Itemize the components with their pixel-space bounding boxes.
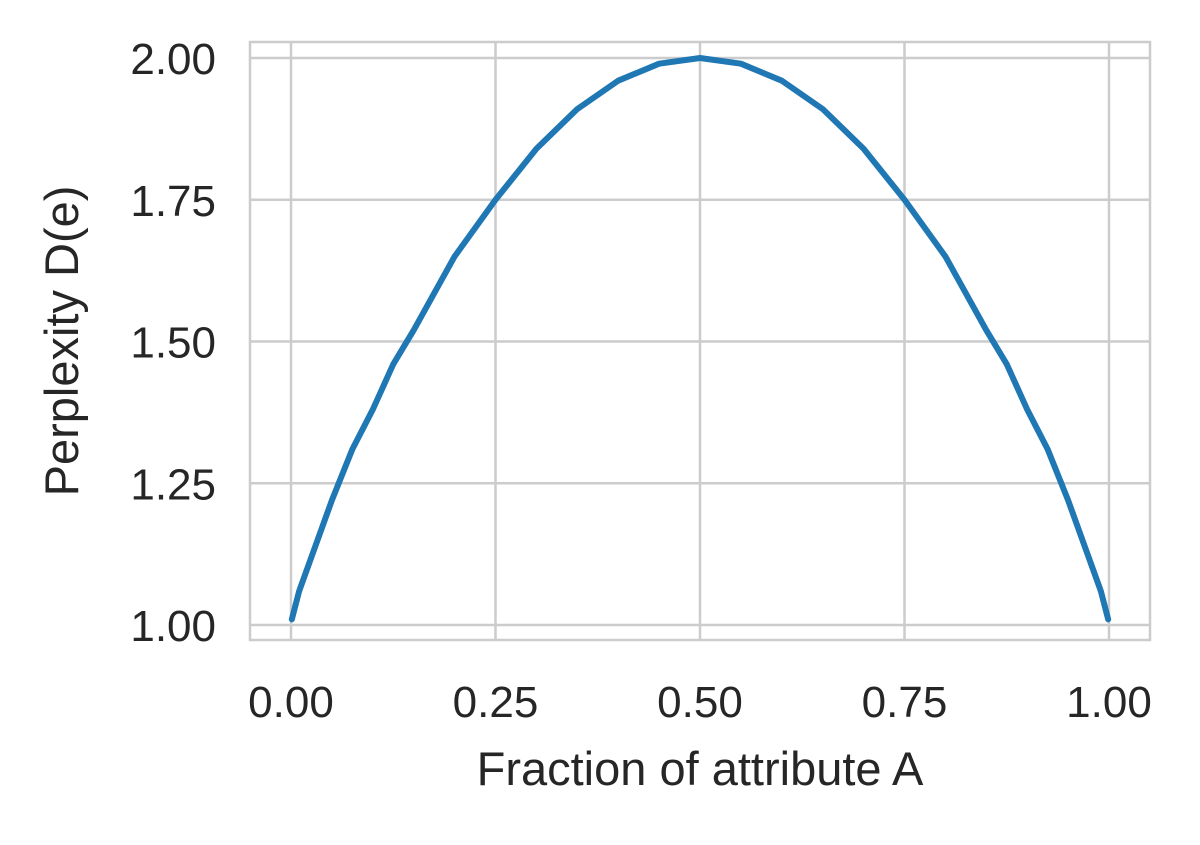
y-tick-label: 1.50 [130, 319, 216, 368]
x-tick-label: 0.50 [657, 678, 743, 727]
x-axis-label: Fraction of attribute A [477, 742, 924, 795]
x-tick-label: 0.00 [248, 678, 334, 727]
y-tick-label: 1.00 [130, 602, 216, 651]
y-tick-labels: 1.00 1.25 1.50 1.75 2.00 [130, 35, 216, 651]
series-line [288, 55, 1112, 623]
y-axis-label: Perplexity D(e) [35, 186, 88, 497]
x-tick-labels: 0.00 0.25 0.50 0.75 1.00 [248, 678, 1152, 727]
y-tick-label: 2.00 [130, 35, 216, 84]
plot-frame [248, 40, 1152, 642]
y-tick-label: 1.75 [130, 177, 216, 226]
x-tick-label: 0.75 [862, 678, 948, 727]
x-tick-label: 1.00 [1066, 678, 1152, 727]
x-tick-label: 0.25 [453, 678, 539, 727]
series-layer [288, 55, 1112, 623]
y-tick-label: 1.25 [130, 460, 216, 509]
